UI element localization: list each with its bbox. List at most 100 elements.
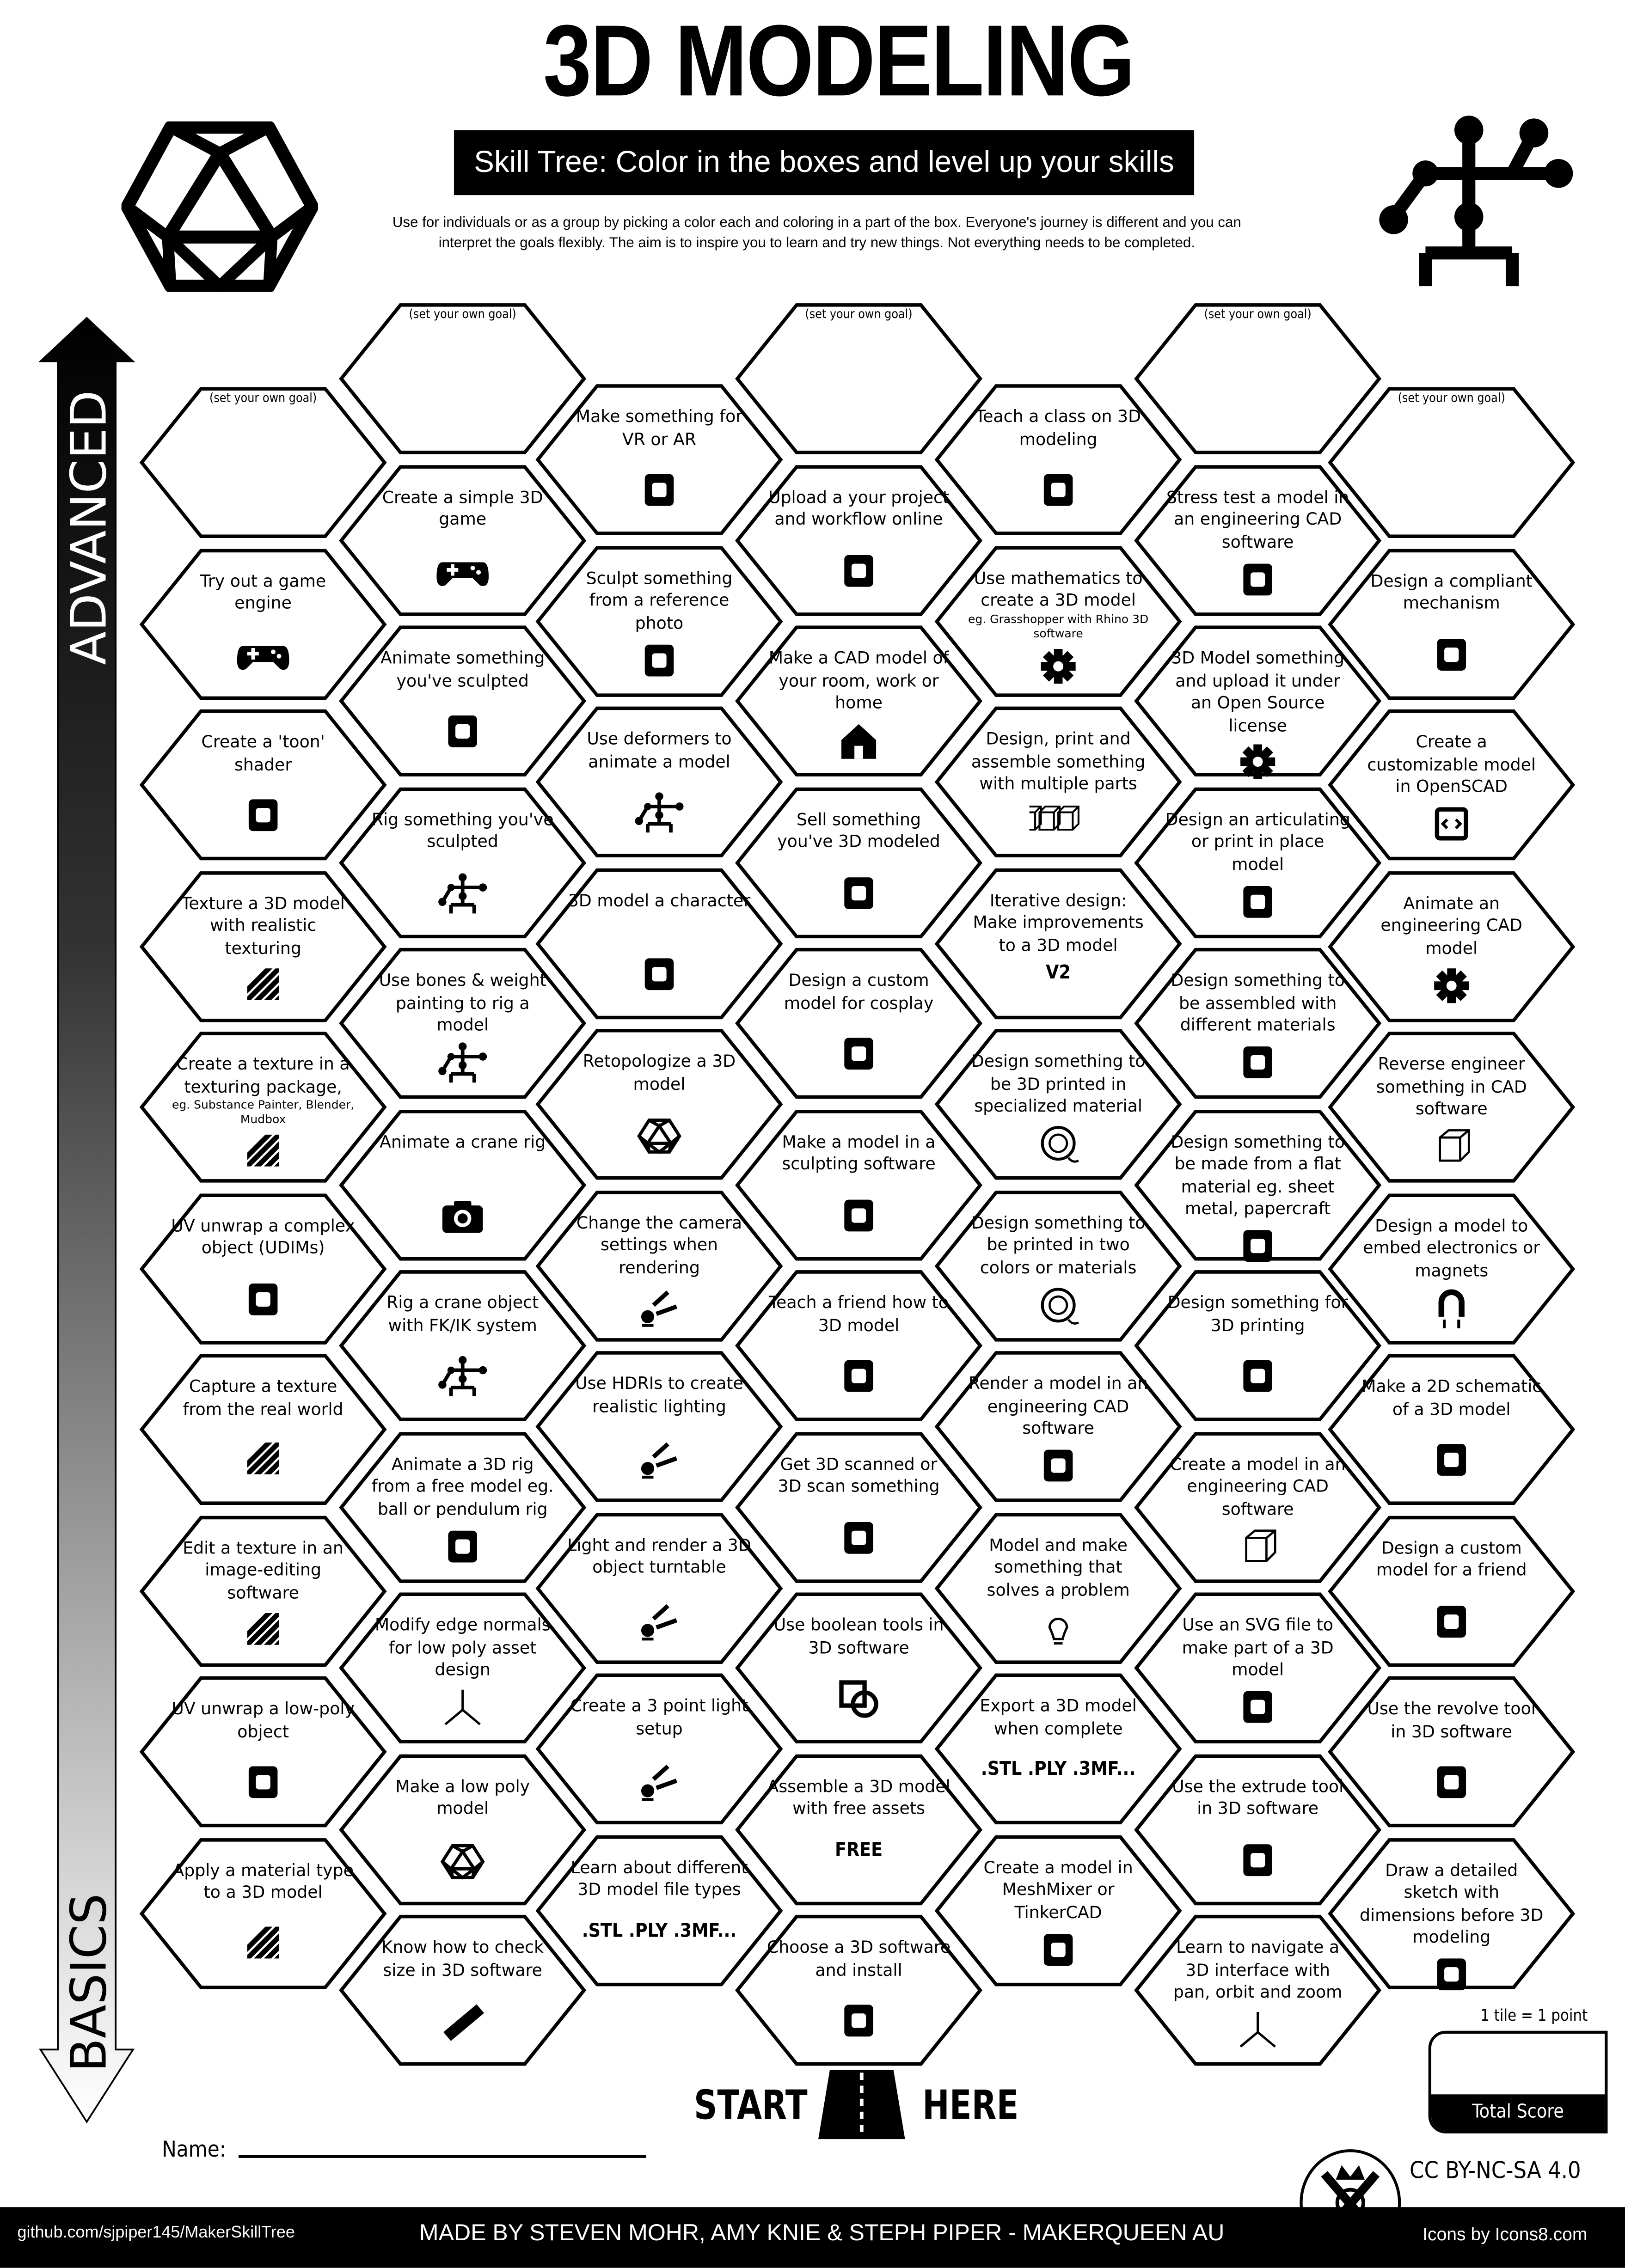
skill-tile[interactable]: Design something to be assembled with di… bbox=[1134, 947, 1382, 1100]
skill-text: Create a 3 point light setup bbox=[570, 1695, 748, 1738]
custom-goal-tile[interactable]: (set your own goal) bbox=[1134, 302, 1382, 455]
skill-tile[interactable]: Use an SVG file to make part of a 3D mod… bbox=[1134, 1591, 1382, 1744]
skill-tile[interactable]: Use the revolve tool in 3D software bbox=[1327, 1675, 1576, 1828]
skill-tile[interactable]: Make a model in a sculpting software bbox=[735, 1108, 983, 1261]
skill-tile[interactable]: Animate a crane rig bbox=[338, 1108, 587, 1261]
skill-tile[interactable]: Design a model to embed electronics or m… bbox=[1327, 1192, 1576, 1345]
skill-tile[interactable]: Reverse engineer something in CAD softwa… bbox=[1327, 1031, 1576, 1184]
total-score-box[interactable]: Total Score bbox=[1428, 2030, 1608, 2134]
skill-tile[interactable]: Use deformers to animate a model bbox=[535, 705, 784, 858]
skill-tile[interactable]: Design something to be printed in two co… bbox=[934, 1189, 1183, 1342]
skill-tile[interactable]: 3D model a character bbox=[535, 867, 784, 1020]
skill-tile[interactable]: Modify edge normals for low poly asset d… bbox=[338, 1591, 587, 1744]
skill-tile[interactable]: Make something for VR or AR bbox=[535, 383, 784, 536]
skill-label: Capture a texture from the real world bbox=[171, 1376, 356, 1421]
skill-tile[interactable]: Use HDRIs to create realistic lighting bbox=[535, 1350, 784, 1503]
skill-label: Use boolean tools in 3D software bbox=[766, 1614, 951, 1659]
skill-tile[interactable]: UV unwrap a complex object (UDIMs) bbox=[139, 1192, 387, 1345]
skill-tile[interactable]: Get 3D scanned or 3D scan something bbox=[735, 1430, 983, 1583]
gamepad-icon bbox=[436, 561, 489, 586]
skill-tile[interactable]: Stress test a model in an engineering CA… bbox=[1134, 463, 1382, 616]
skill-tile[interactable]: Design something for 3D printing bbox=[1134, 1269, 1382, 1422]
skill-tile[interactable]: Animate something you've sculpted bbox=[338, 624, 587, 777]
skill-label: Create a model in an engineering CAD sof… bbox=[1165, 1453, 1350, 1520]
skill-tile[interactable]: Sell something you've 3D modeled bbox=[735, 786, 983, 939]
hexagon-outline bbox=[934, 1512, 1182, 1663]
skill-tile[interactable]: Learn to navigate a 3D interface with pa… bbox=[1134, 1913, 1382, 2066]
skill-tile[interactable]: Texture a 3D model with realistic textur… bbox=[139, 869, 387, 1022]
hexagon-outline bbox=[1328, 1676, 1576, 1828]
skill-tile[interactable]: Make a CAD model of your room, work or h… bbox=[735, 624, 983, 777]
skill-tile[interactable]: Teach a friend how to 3D model bbox=[735, 1269, 983, 1422]
hexagon-outline bbox=[735, 787, 983, 938]
skill-text: Create a texture in a texturing package, bbox=[176, 1053, 350, 1096]
skill-text: Design a model to embed electronics or m… bbox=[1363, 1215, 1540, 1280]
skill-tile[interactable]: Edit a texture in an image-editing softw… bbox=[139, 1514, 387, 1667]
skill-tile[interactable]: Design an articulating or print in place… bbox=[1134, 786, 1382, 939]
skill-tile[interactable]: Design a custom model for a friend bbox=[1327, 1514, 1576, 1667]
skill-tile[interactable]: Draw a detailed sketch with dimensions b… bbox=[1327, 1836, 1576, 1990]
hexagon-outline bbox=[1328, 1837, 1576, 1989]
hexagon-outline bbox=[339, 303, 587, 454]
skill-tile[interactable]: Use bones & weight painting to rig a mod… bbox=[338, 947, 587, 1100]
skill-tile[interactable]: Rig something you've sculpted bbox=[338, 786, 587, 939]
skill-tile[interactable]: Create a model in MeshMixer or TinkerCAD bbox=[934, 1834, 1183, 1987]
skill-text: Create a simple 3D game bbox=[382, 486, 543, 529]
icons-credit-link[interactable]: Icons by Icons8.com bbox=[1423, 2224, 1588, 2245]
skill-tile[interactable]: Design something to be 3D printed in spe… bbox=[934, 1027, 1183, 1180]
skill-tile[interactable]: 3D Model something and upload it under a… bbox=[1134, 624, 1382, 779]
custom-goal-tile[interactable]: (set your own goal) bbox=[1327, 386, 1576, 539]
skill-tile[interactable]: Use boolean tools in 3D software bbox=[735, 1591, 983, 1744]
skill-label: Use HDRIs to create realistic lighting bbox=[567, 1373, 752, 1418]
skill-text: Capture a texture from the real world bbox=[183, 1376, 343, 1419]
custom-goal-tile[interactable]: (set your own goal) bbox=[735, 302, 983, 455]
skill-tile[interactable]: Assemble a 3D model with free assets FREE bbox=[735, 1753, 983, 1906]
github-link[interactable]: github.com/sjpiper145/MakerSkillTree bbox=[17, 2224, 295, 2242]
skill-tile[interactable]: Make a 2D schematic of a 3D model bbox=[1327, 1353, 1576, 1506]
skill-tile[interactable]: Render a model in an engineering CAD sof… bbox=[934, 1350, 1183, 1503]
name-input-line[interactable] bbox=[238, 2155, 646, 2158]
skill-label: Stress test a model in an engineering CA… bbox=[1165, 486, 1350, 553]
skill-tile[interactable]: Animate a 3D rig from a free model eg. b… bbox=[338, 1430, 587, 1583]
skill-tile[interactable]: Choose a 3D software and install bbox=[735, 1913, 983, 2066]
skill-tile[interactable]: Design a compliant mechanism bbox=[1327, 547, 1576, 700]
skill-tile[interactable]: Create a customizable model in OpenSCAD bbox=[1327, 708, 1576, 861]
skill-tile[interactable]: Animate an engineering CAD model bbox=[1327, 869, 1576, 1022]
sketch-icon bbox=[1437, 1444, 1466, 1476]
skill-tile[interactable]: Use mathematics to create a 3D model eg. … bbox=[934, 544, 1183, 697]
skill-tile[interactable]: Create a model in an engineering CAD sof… bbox=[1134, 1430, 1382, 1583]
hexagon-outline bbox=[1328, 1032, 1576, 1183]
skill-tile[interactable]: Teach a class on 3D modeling bbox=[934, 383, 1183, 536]
skill-tile[interactable]: Iterative design: Make improvements to a… bbox=[934, 867, 1183, 1020]
skill-text: Change the camera settings when renderin… bbox=[576, 1212, 742, 1277]
skill-tile[interactable]: Light and render a 3D object turntable bbox=[535, 1511, 784, 1664]
skill-tile[interactable]: Create a 'toon' shader bbox=[139, 708, 387, 861]
skill-tile[interactable]: Change the camera settings when renderin… bbox=[535, 1189, 784, 1342]
skill-tile[interactable]: Retopologize a 3D model bbox=[535, 1027, 784, 1180]
custom-goal-tile[interactable]: (set your own goal) bbox=[139, 386, 387, 539]
skill-tile[interactable]: Apply a material type to a 3D model bbox=[139, 1836, 387, 1989]
skill-tile[interactable]: Use the extrude tool in 3D software bbox=[1134, 1753, 1382, 1906]
skill-tile[interactable]: Export a 3D model when complete .STL .PLY… bbox=[934, 1672, 1183, 1825]
skill-example: eg. Substance Painter, Blender, Mudbox bbox=[172, 1098, 355, 1126]
skill-tile[interactable]: Design, print and assemble something wit… bbox=[934, 705, 1183, 858]
skill-tile[interactable]: Model and make something that solves a p… bbox=[934, 1511, 1183, 1664]
skill-tile[interactable]: Capture a texture from the real world bbox=[139, 1353, 387, 1506]
skill-tile[interactable]: Make a low poly model bbox=[338, 1753, 587, 1906]
custom-goal-tile[interactable]: (set your own goal) bbox=[338, 302, 587, 455]
texture-hatch-icon bbox=[247, 1926, 279, 1958]
skill-tile[interactable]: Rig a crane object with FK/IK system bbox=[338, 1269, 587, 1422]
skill-tile[interactable]: Design a custom model for cosplay bbox=[735, 947, 983, 1100]
pendulum-icon bbox=[448, 1530, 477, 1562]
skill-tile[interactable]: Sculpt something from a reference photo bbox=[535, 544, 784, 697]
skill-tile[interactable]: Learn about different 3D model file type… bbox=[535, 1834, 784, 1987]
skill-tile[interactable]: Design something to be made from a flat … bbox=[1134, 1108, 1382, 1261]
skill-tile[interactable]: Create a 3 point light setup bbox=[535, 1672, 784, 1825]
skill-tile[interactable]: Know how to check size in 3D software bbox=[338, 1913, 587, 2066]
skill-tile[interactable]: Upload a your project and workflow onlin… bbox=[735, 463, 983, 616]
skill-tile[interactable]: Create a texture in a texturing package,… bbox=[139, 1031, 387, 1184]
skill-label: Learn about different 3D model file type… bbox=[567, 1857, 752, 1901]
skill-tile[interactable]: UV unwrap a low-poly object bbox=[139, 1675, 387, 1828]
skill-tile[interactable]: Create a simple 3D game bbox=[338, 463, 587, 616]
skill-tile[interactable]: Try out a game engine bbox=[139, 547, 387, 700]
